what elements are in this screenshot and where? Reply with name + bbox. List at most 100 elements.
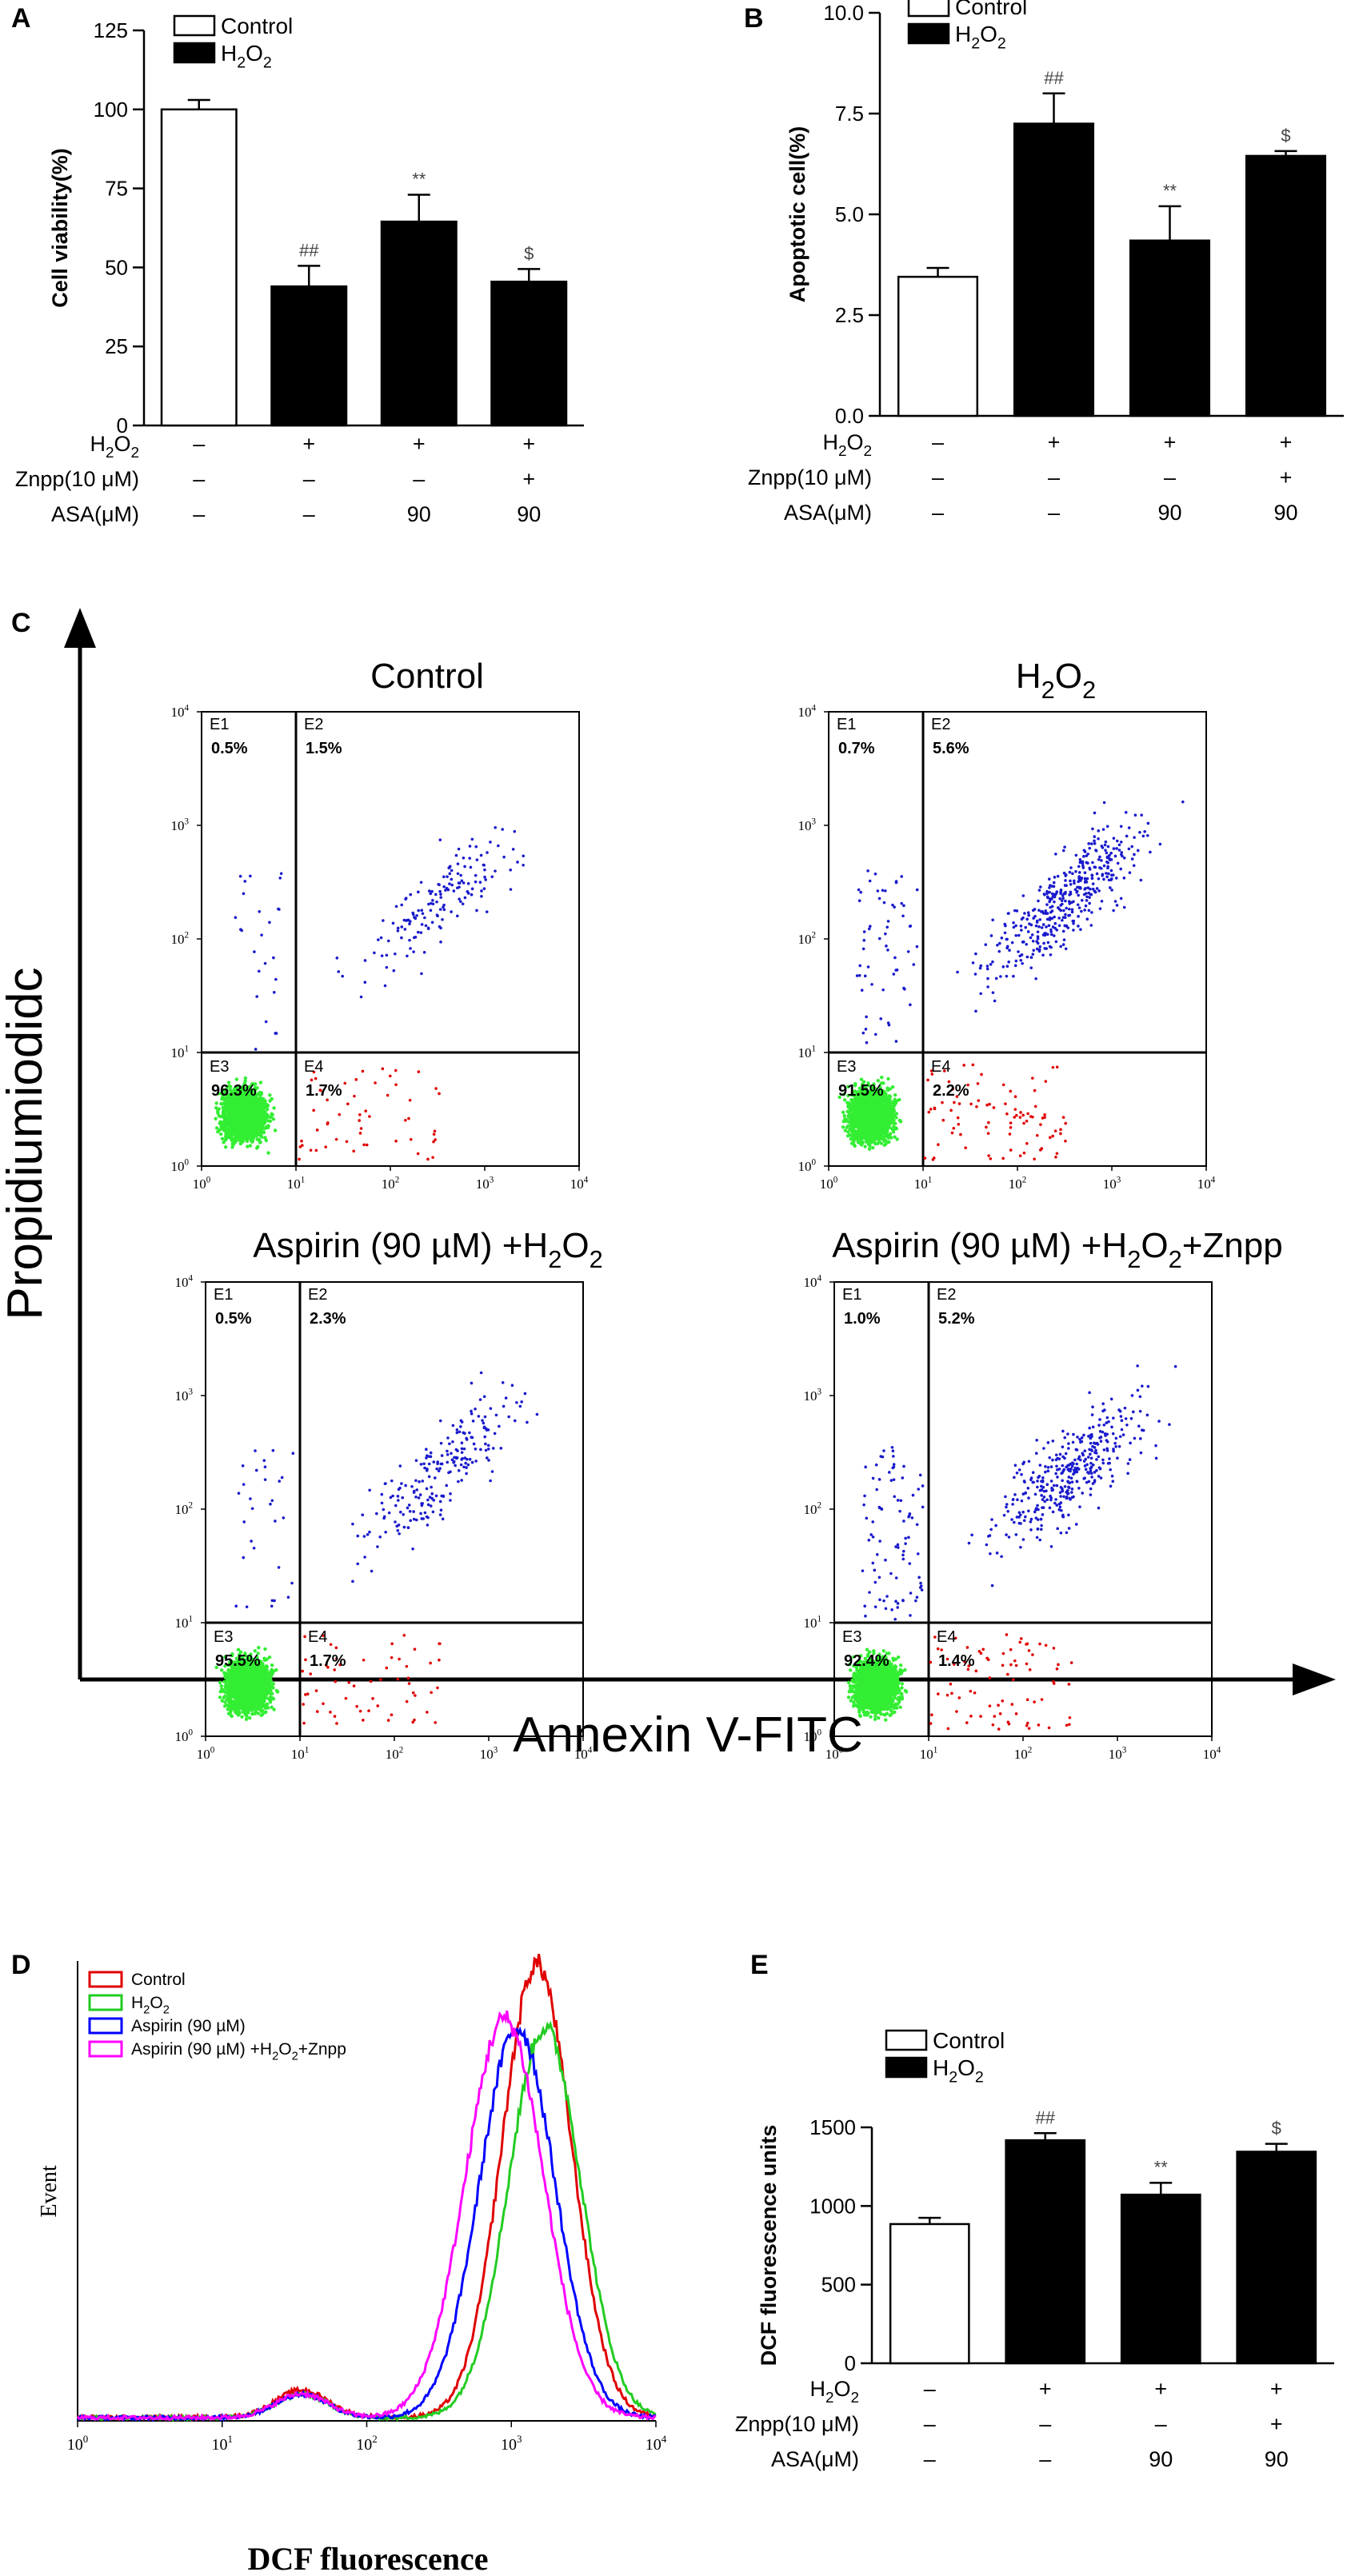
point-late-apoptotic [1101, 846, 1105, 849]
point-late-apoptotic [1120, 851, 1124, 854]
point-late-apoptotic [1041, 953, 1045, 957]
point-late-apoptotic [1100, 867, 1103, 870]
point-early-apoptotic [971, 1063, 975, 1067]
legend-swatch-control [885, 2029, 928, 2051]
point-late-apoptotic [971, 961, 975, 965]
point-late-apoptotic [1093, 839, 1096, 843]
treatment-cell: + [522, 467, 535, 491]
point-late-apoptotic [1065, 884, 1068, 888]
point-late-apoptotic [468, 857, 472, 860]
point-late-apoptotic [1097, 857, 1101, 861]
point-late-apoptotic [1030, 933, 1034, 937]
point-late-apoptotic [1046, 941, 1050, 945]
point-viable [851, 1108, 855, 1112]
point-late-apoptotic [1049, 945, 1053, 949]
point-late-apoptotic [423, 916, 426, 920]
point-early-apoptotic [314, 1148, 318, 1152]
point-early-apoptotic [1009, 1126, 1013, 1129]
point-necrotic [257, 969, 261, 973]
point-late-apoptotic [1105, 872, 1108, 875]
point-late-apoptotic [1029, 966, 1033, 970]
point-viable [893, 1092, 897, 1097]
bar [380, 220, 458, 427]
point-late-apoptotic [385, 965, 389, 969]
point-late-apoptotic [1084, 892, 1088, 895]
point-late-apoptotic [986, 976, 989, 980]
treatment-row-label: H2O2 [822, 430, 872, 460]
y-tick-label: 101 [797, 1044, 816, 1060]
significance-mark: ## [299, 240, 319, 260]
point-late-apoptotic [1087, 909, 1091, 913]
point-early-apoptotic [1018, 1154, 1022, 1157]
point-early-apoptotic [315, 1128, 319, 1132]
point-late-apoptotic [1098, 855, 1101, 859]
point-viable [266, 1151, 270, 1155]
point-early-apoptotic [394, 1139, 398, 1143]
point-late-apoptotic [1045, 889, 1049, 893]
point-late-apoptotic [1048, 890, 1051, 894]
point-late-apoptotic [409, 893, 413, 897]
point-viable [876, 1141, 880, 1146]
point-viable [270, 1096, 274, 1101]
point-viable [892, 1122, 897, 1126]
point-late-apoptotic [421, 912, 425, 916]
point-late-apoptotic [466, 882, 470, 885]
point-necrotic [882, 901, 886, 905]
point-late-apoptotic [1088, 846, 1092, 850]
point-late-apoptotic [1086, 861, 1089, 865]
point-early-apoptotic [1035, 1133, 1039, 1137]
y-tick-label: 100 [797, 1157, 816, 1174]
point-early-apoptotic [941, 1100, 944, 1104]
point-late-apoptotic [1045, 903, 1049, 906]
point-necrotic [870, 983, 873, 986]
point-late-apoptotic [489, 841, 492, 844]
point-viable [858, 1128, 863, 1132]
bar [889, 2223, 970, 2365]
y-tick-label: 104 [170, 703, 189, 720]
point-early-apoptotic [1043, 1112, 1046, 1116]
point-viable [256, 1124, 260, 1128]
point-late-apoptotic [379, 936, 383, 940]
point-viable [843, 1116, 847, 1121]
point-late-apoptotic [468, 845, 472, 848]
treatment-cell: + [1280, 465, 1293, 489]
point-viable [882, 1105, 886, 1109]
point-viable [263, 1136, 267, 1140]
legend-label: Control [221, 14, 293, 38]
point-late-apoptotic [1082, 849, 1086, 853]
point-late-apoptotic [400, 925, 404, 929]
point-late-apoptotic [1069, 879, 1072, 883]
bar [1129, 239, 1211, 417]
point-late-apoptotic [424, 924, 428, 928]
y-axis-label: Apoptotic cell(%) [785, 126, 809, 303]
point-viable [214, 1106, 218, 1110]
point-late-apoptotic [419, 881, 423, 885]
x-tick-label: 104 [1197, 1175, 1216, 1192]
point-viable [866, 1112, 870, 1117]
point-late-apoptotic [420, 909, 423, 912]
point-late-apoptotic [391, 921, 395, 925]
point-viable [233, 1112, 238, 1117]
point-late-apoptotic [1146, 821, 1150, 825]
point-late-apoptotic [1015, 909, 1019, 913]
point-viable [273, 1128, 278, 1132]
point-early-apoptotic [929, 1108, 933, 1111]
point-late-apoptotic [1025, 942, 1029, 946]
point-early-apoptotic [1064, 1139, 1067, 1143]
point-viable [889, 1136, 893, 1140]
point-late-apoptotic [1014, 959, 1018, 963]
point-late-apoptotic [1008, 949, 1011, 952]
point-late-apoptotic [1109, 878, 1113, 882]
point-late-apoptotic [1049, 933, 1053, 937]
point-viable [222, 1120, 226, 1124]
point-late-apoptotic [1024, 925, 1028, 929]
point-late-apoptotic [1122, 877, 1126, 880]
point-viable [266, 1119, 270, 1123]
point-viable [849, 1115, 853, 1120]
point-early-apoptotic [937, 1143, 940, 1147]
y-tick-label: 50 [105, 255, 128, 279]
point-late-apoptotic [1052, 885, 1056, 889]
point-viable [234, 1119, 238, 1123]
point-late-apoptotic [1132, 864, 1136, 868]
